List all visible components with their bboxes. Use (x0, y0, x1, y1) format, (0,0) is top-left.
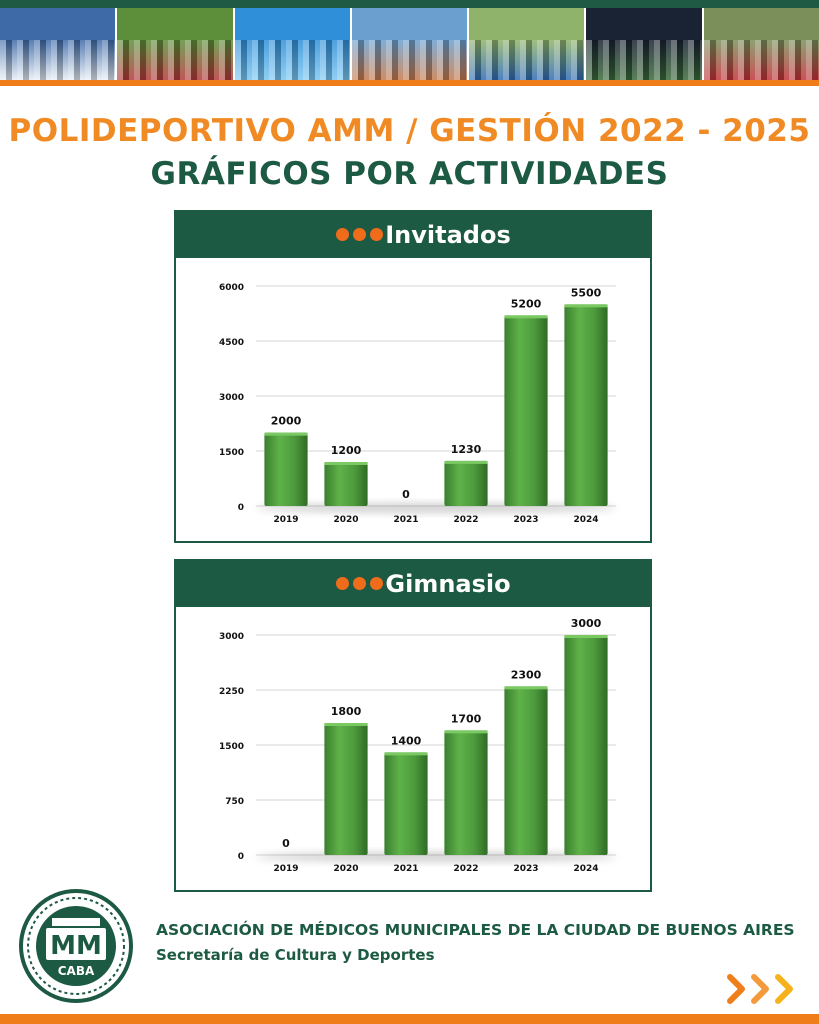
gimnasio-bar-chart: 0 750 1500 2250 3000 0 2019 1800 2020 1400 2021 170… (219, 617, 616, 874)
x-tick-label-2021: 2021 (393, 864, 418, 874)
x-tick-label-2024: 2024 (573, 515, 598, 525)
data-label-2024: 3000 (571, 617, 602, 630)
bar-top-2024 (564, 304, 608, 308)
amm-logo: MM CABA (19, 889, 133, 1003)
bar-top-2023 (504, 315, 548, 319)
svg-text:CABA: CABA (58, 964, 95, 978)
chevron-right-icon (727, 974, 793, 1004)
header-orange-rule (0, 80, 819, 86)
x-tick-label-2021: 2021 (393, 515, 418, 525)
soccer-match-photo (703, 8, 819, 80)
data-label-2021: 1400 (391, 734, 422, 747)
x-tick-label-2022: 2022 (453, 864, 478, 874)
y-tick-label: 3000 (219, 632, 244, 642)
y-tick-label: 6000 (219, 283, 244, 293)
chart-title: Invitados (385, 221, 511, 249)
bar-2020 (324, 723, 368, 855)
organization-department: Secretaría de Cultura y Deportes (156, 946, 435, 964)
bar-2023 (504, 315, 548, 506)
y-tick-label: 0 (238, 852, 244, 862)
x-tick-label-2020: 2020 (333, 515, 358, 525)
page-title: POLIDEPORTIVO AMM / GESTIÓN 2022 - 2025 (8, 113, 811, 149)
x-tick-label-2023: 2023 (513, 515, 538, 525)
data-label-2023: 5200 (511, 297, 542, 310)
x-tick-label-2023: 2023 (513, 864, 538, 874)
bar-top-2024 (564, 635, 608, 638)
club-entrance-photo (469, 8, 587, 80)
data-label-2024: 5500 (571, 286, 602, 299)
chart-panel-invitados: Invitados 0 1500 3000 4500 6000 2000 2019 1200 2… (174, 210, 652, 543)
data-label-2022: 1700 (451, 712, 482, 725)
svg-text:MM: MM (50, 931, 102, 961)
bar-2024 (564, 304, 608, 506)
bar-2022 (444, 460, 488, 506)
data-label-2020: 1800 (331, 705, 362, 718)
chart-floor-shadow (256, 503, 616, 513)
chart-floor-shadow (256, 852, 616, 862)
data-label-2022: 1230 (451, 443, 482, 456)
bar-2022 (444, 730, 488, 855)
kids-swimming-pool-photo (234, 8, 352, 80)
data-label-2019: 2000 (271, 415, 302, 428)
chart-panel-gimnasio: Gimnasio 0 750 1500 2250 3000 0 2019 1800 2020 14… (174, 559, 652, 892)
photo-strip (0, 0, 819, 80)
x-tick-label-2020: 2020 (333, 864, 358, 874)
y-tick-label: 2250 (219, 687, 244, 697)
chart-panel-header: Gimnasio (176, 561, 650, 607)
bar-2021 (384, 752, 428, 855)
y-tick-label: 1500 (219, 448, 244, 458)
footer-orange-rule (0, 1014, 819, 1024)
y-tick-label: 0 (238, 503, 244, 513)
bar-top-2020 (324, 462, 368, 465)
bar-2023 (504, 686, 548, 855)
kids-outdoor-activity-photo (117, 8, 235, 80)
bar-2024 (564, 635, 608, 855)
kids-field-group-photo (351, 8, 470, 80)
page-subtitle: GRÁFICOS POR ACTIVIDADES (150, 156, 669, 192)
x-tick-label-2019: 2019 (273, 864, 298, 874)
y-tick-label: 1500 (219, 742, 244, 752)
chart-title: Gimnasio (385, 570, 511, 598)
data-label-2021: 0 (402, 488, 410, 501)
x-tick-label-2019: 2019 (273, 515, 298, 525)
bar-2019 (264, 432, 308, 506)
invitados-bar-chart: 0 1500 3000 4500 6000 2000 2019 1200 2020 0 2021 12… (219, 283, 616, 525)
bar-2020 (324, 462, 368, 506)
bar-top-2019 (264, 432, 308, 436)
y-tick-label: 4500 (219, 338, 244, 348)
bar-top-2022 (444, 730, 488, 734)
y-tick-label: 3000 (219, 393, 244, 403)
bar-top-2023 (504, 686, 548, 690)
dots-icon (336, 577, 383, 590)
bar-top-2021 (384, 752, 428, 756)
data-label-2023: 2300 (511, 668, 542, 681)
team-celebration-photo (0, 8, 118, 80)
chart-panel-header: Invitados (176, 212, 650, 258)
y-tick-label: 750 (225, 797, 244, 807)
x-tick-label-2022: 2022 (453, 515, 478, 525)
bar-top-2020 (324, 723, 368, 726)
dots-icon (336, 228, 383, 241)
data-label-2019: 0 (282, 837, 290, 850)
organization-name: ASOCIACIÓN DE MÉDICOS MUNICIPALES DE LA … (156, 921, 795, 939)
night-team-banner-photo (586, 8, 704, 80)
bar-top-2022 (444, 460, 488, 464)
x-tick-label-2024: 2024 (573, 864, 598, 874)
data-label-2020: 1200 (331, 444, 362, 457)
